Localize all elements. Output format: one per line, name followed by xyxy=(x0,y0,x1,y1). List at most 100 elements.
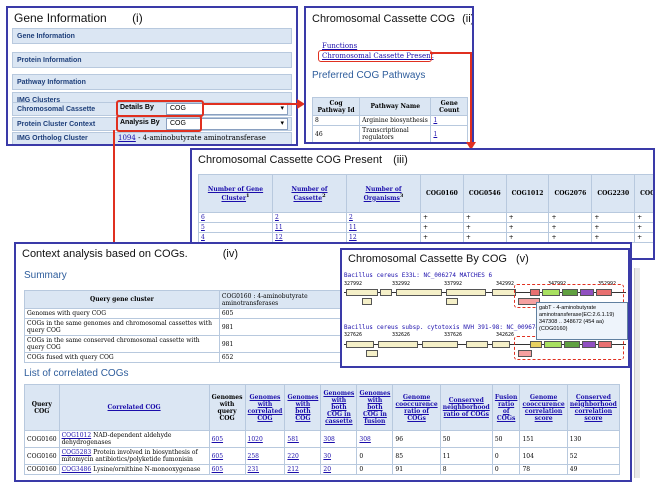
analysis-by-label: Analysis By xyxy=(120,119,160,126)
cog-column-header: COG2230 xyxy=(591,174,636,213)
gene-block[interactable] xyxy=(582,341,596,348)
table-row: COG0160 COG1012 NAD-dependent aldehyde d… xyxy=(24,430,621,448)
cassette-link[interactable]: 11 xyxy=(275,224,283,231)
list-correlated-cogs-title: List of correlated COGs xyxy=(24,368,129,379)
value-link[interactable]: 30 xyxy=(323,452,332,460)
value-link[interactable]: 20 xyxy=(323,466,332,473)
preferred-cog-pathways-title: Preferred COG Pathways xyxy=(312,70,426,81)
genomes-both-header[interactable]: Genomes with both COG xyxy=(287,393,319,422)
organisms-link[interactable]: 2 xyxy=(349,214,353,221)
gene-count-link[interactable]: 1 xyxy=(433,130,438,138)
functions-link[interactable]: Functions xyxy=(322,42,358,50)
gene-cluster-header[interactable]: Number of Gene Cluster xyxy=(207,185,264,202)
gene-block[interactable] xyxy=(446,289,486,296)
gene-block[interactable] xyxy=(492,341,510,348)
value-link[interactable]: 220 xyxy=(287,452,299,460)
organisms-link[interactable]: 12 xyxy=(349,234,357,241)
neighborhood-score-header[interactable]: Conserved neighborhood correlation score xyxy=(569,393,617,422)
gene-count-header: Gene Count xyxy=(430,97,468,116)
panel-v-title: Chromosomal Cassette By COG (v) xyxy=(348,253,529,265)
gene-block[interactable] xyxy=(518,350,532,357)
protein-information-row[interactable]: Protein Information xyxy=(12,52,292,68)
vertical-scrollbar[interactable] xyxy=(634,268,640,478)
gene-count-link[interactable]: 1 xyxy=(433,117,438,124)
value-link[interactable]: 605 xyxy=(211,435,224,443)
gene-block[interactable] xyxy=(542,289,560,296)
chromosomal-cassette-cog-panel: Chromosomal Cassette COG (ii) Functions … xyxy=(304,6,474,144)
gene-block[interactable] xyxy=(562,289,578,296)
gene-block[interactable] xyxy=(492,289,516,296)
gene-block[interactable] xyxy=(380,289,392,296)
pathway-id-header: Cog Pathway Id xyxy=(311,97,361,116)
arrow-head-icon xyxy=(297,99,305,109)
gene-block[interactable] xyxy=(422,341,458,348)
cassette-header[interactable]: Number of Cassette xyxy=(291,185,328,202)
gene-block[interactable] xyxy=(362,298,372,305)
cog-pathways-table: Cog Pathway Id Pathway Name Gene Count 8… xyxy=(311,97,468,142)
gene-block[interactable] xyxy=(530,289,540,296)
neighborhood-ratio-header[interactable]: Conserved neighborhood ratio of COGs xyxy=(442,397,490,418)
gene-block[interactable] xyxy=(446,298,458,305)
table-row: COGs in the same conserved chromosomal c… xyxy=(24,335,355,353)
correlated-cog-link[interactable]: COG3486 xyxy=(61,466,92,473)
chromosomal-cassette-present-link[interactable]: Chromosomal Cassette Present xyxy=(322,52,434,60)
value-link[interactable]: 212 xyxy=(287,466,299,473)
gene-block[interactable] xyxy=(564,341,580,348)
track-2-label: Bacillus cereus subsp. cytotoxis NVH 391… xyxy=(344,324,576,331)
gene-block[interactable] xyxy=(580,289,594,296)
table-row: 4 12 12 + + + + + + xyxy=(198,232,653,243)
value-link[interactable]: 308 xyxy=(323,435,335,443)
gene-block[interactable] xyxy=(366,350,378,357)
gene-block[interactable] xyxy=(518,298,540,305)
gene-block[interactable] xyxy=(346,289,378,296)
genomes-correlated-header[interactable]: Genomes with correlated COG xyxy=(247,393,283,422)
organisms-header[interactable]: Number of Organisms xyxy=(363,185,402,202)
gene-block[interactable] xyxy=(530,341,542,348)
gene-information-row[interactable]: Gene Information xyxy=(12,28,292,44)
gene-tooltip: gabT - 4-aminobutyrate aminotransferase(… xyxy=(536,302,628,340)
cassette-link[interactable]: 2 xyxy=(275,214,279,221)
table-row: COG0160 COG5283 Protein involved in bios… xyxy=(24,447,621,465)
cog-column-header: COG2076 xyxy=(548,174,593,213)
table-row: COGs in the same genomes and chromosomal… xyxy=(24,318,355,336)
gene-block[interactable] xyxy=(596,289,612,296)
genomes-both-cassette-header[interactable]: Genomes with both COG in cassette xyxy=(323,390,355,425)
gene-block[interactable] xyxy=(346,341,374,348)
value-link[interactable]: 231 xyxy=(247,466,259,473)
table-row: 8 Arginine biosynthesis 1 xyxy=(311,115,468,126)
query-gene-cluster-value: COG0160 : 4-aminobutyrate aminotransfera… xyxy=(218,290,355,309)
pathway-information-row[interactable]: Pathway Information xyxy=(12,74,292,90)
gene-block[interactable] xyxy=(396,289,442,296)
correlated-cog-header[interactable]: Correlated COG xyxy=(107,404,161,411)
arrow-head-icon xyxy=(466,142,476,150)
value-link[interactable]: 605 xyxy=(211,452,224,460)
analysis-by-highlight xyxy=(116,115,202,132)
gene-block[interactable] xyxy=(378,341,418,348)
value-link[interactable]: 1020 xyxy=(247,435,263,443)
cassette-present-highlight xyxy=(318,50,432,62)
cog-column-header: COG1012 xyxy=(505,174,550,213)
value-link[interactable]: 605 xyxy=(211,466,224,473)
ortholog-cluster-link[interactable]: 1094 xyxy=(118,134,136,142)
gene-block[interactable] xyxy=(544,341,562,348)
value-link[interactable]: 581 xyxy=(287,435,299,443)
gene-cluster-link[interactable]: 6 xyxy=(201,214,205,221)
cooccurence-score-header[interactable]: Genome cooccurence correlation score xyxy=(522,393,565,422)
gene-cluster-link[interactable]: 5 xyxy=(201,224,205,231)
cog-present-table: Number of Gene Cluster1 Number of Casset… xyxy=(198,174,653,243)
value-link[interactable]: 258 xyxy=(247,452,259,460)
gene-block[interactable] xyxy=(598,341,612,348)
cassette-link[interactable]: 12 xyxy=(275,234,283,241)
gene-block[interactable] xyxy=(466,341,488,348)
fusion-ratio-header[interactable]: Fusion ratio of COGs xyxy=(494,393,518,422)
organisms-link[interactable]: 11 xyxy=(349,224,357,231)
cooccurence-ratio-header[interactable]: Genome cooccurence ratio of COGs xyxy=(395,393,438,422)
correlated-cog-link[interactable]: COG1012 xyxy=(61,432,92,439)
correlated-cog-link[interactable]: COG5283 xyxy=(61,449,92,456)
arrow-to-panel-iv xyxy=(113,130,115,254)
genomes-both-fusion-header[interactable]: Genomes with both COG in fusion xyxy=(359,390,391,425)
value-link[interactable]: 308 xyxy=(359,435,371,443)
gene-cluster-link[interactable]: 4 xyxy=(201,234,205,241)
analysis-by-select[interactable]: COG ▾ xyxy=(166,118,288,130)
table-row: 46 Transcriptional regulators 1 xyxy=(311,125,468,142)
